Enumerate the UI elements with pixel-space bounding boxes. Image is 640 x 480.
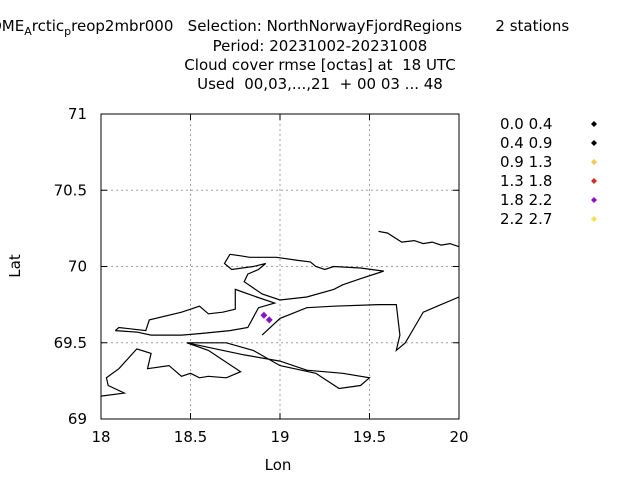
metric-label: Cloud cover rmse [octas] at 18 UTC — [184, 56, 456, 74]
x-axis-label: Lon — [265, 456, 292, 474]
legend-label: 0.9 1.3 — [500, 153, 552, 171]
title-prefix: OME — [0, 17, 25, 35]
title-rest: reop2mbr000 Selection: NorthNorwayFjordR… — [71, 17, 570, 35]
period-label: Period: 20231002-20231008 — [212, 37, 428, 55]
title-subscript-a: A — [24, 25, 32, 38]
legend-marker — [591, 178, 597, 184]
title-subscript-p: p — [64, 25, 72, 38]
legend-marker — [591, 140, 597, 146]
legend-label: 0.4 0.9 — [500, 134, 552, 152]
legend: 0.0 0.40.4 0.90.9 1.31.3 1.81.8 2.22.2 2… — [500, 115, 597, 228]
title-middle: rctic — [31, 17, 65, 35]
coastline-segment — [223, 253, 384, 301]
coastline-segment — [100, 342, 242, 397]
x-tick-label: 18.5 — [174, 428, 207, 446]
grid-lines — [101, 114, 459, 419]
coastline-segment — [186, 342, 371, 390]
y-tick-label: 69 — [68, 410, 87, 428]
x-tick-label: 18 — [91, 428, 110, 446]
y-tick-label: 71 — [68, 105, 87, 123]
y-tick-label: 70.5 — [54, 181, 87, 199]
legend-label: 1.8 2.2 — [500, 191, 552, 209]
legend-marker — [591, 159, 597, 165]
legend-marker — [591, 197, 597, 203]
legend-marker — [591, 121, 597, 127]
coastline-group — [100, 230, 460, 397]
y-tick-label: 69.5 — [54, 334, 87, 352]
used-label: Used 00,03,...,21 + 00 03 ... 48 — [197, 75, 443, 93]
station-point[interactable] — [265, 316, 273, 324]
chart-title: OMEArcticpreop2mbr000 Selection: NorthNo… — [0, 17, 630, 38]
x-tick-label: 19 — [270, 428, 289, 446]
y-axis-label: Lat — [6, 254, 24, 278]
coastline-segment — [114, 288, 277, 336]
legend-label: 2.2 2.7 — [500, 210, 552, 228]
x-tick-label: 20 — [449, 428, 468, 446]
y-tick-label: 70 — [68, 258, 87, 276]
x-tick-label: 19.5 — [353, 428, 386, 446]
legend-label: 0.0 0.4 — [500, 115, 552, 133]
legend-marker — [591, 216, 597, 222]
legend-label: 1.3 1.8 — [500, 172, 552, 190]
axis-ticks: 18 18.5 19 19.5 20 69 69.5 70 70.5 71 — [54, 105, 469, 446]
coastline-segment — [261, 296, 460, 353]
data-points — [260, 311, 273, 324]
station-point[interactable] — [260, 311, 268, 319]
coastline-segment — [378, 230, 460, 248]
